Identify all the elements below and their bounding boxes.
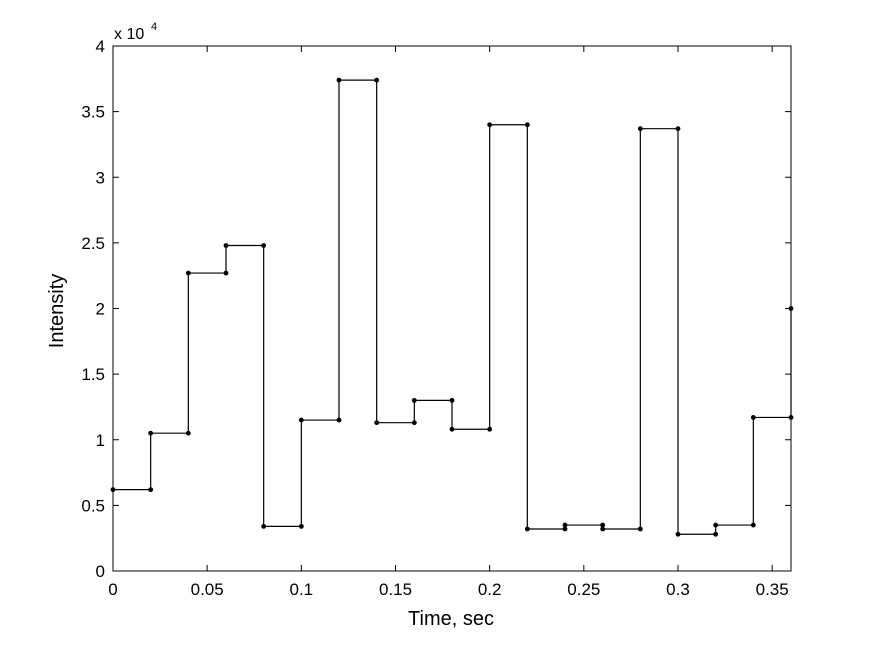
- data-point: [110, 487, 116, 493]
- y-tick-label: 0.5: [81, 496, 105, 515]
- x-tick-label: 0.1: [290, 580, 314, 599]
- data-point: [411, 420, 417, 426]
- x-tick-label: 0.35: [756, 580, 789, 599]
- data-point: [298, 523, 304, 529]
- data-point: [524, 122, 530, 128]
- data-point: [223, 270, 229, 276]
- y-axis-exponent-power: 4: [151, 21, 157, 33]
- data-point: [637, 126, 643, 132]
- data-point: [675, 531, 681, 537]
- data-point: [185, 430, 191, 436]
- data-point: [562, 526, 568, 532]
- y-tick-label: 0: [96, 562, 105, 581]
- data-point: [750, 415, 756, 420]
- y-tick-label: 2.5: [81, 234, 105, 253]
- data-point: [336, 417, 342, 423]
- y-axis-label: Intensity: [46, 274, 68, 348]
- x-tick-label: 0: [108, 580, 117, 599]
- data-point: [750, 522, 756, 528]
- x-tick-label: 0.3: [666, 580, 690, 599]
- data-point: [675, 126, 681, 132]
- x-tick-label: 0.2: [478, 580, 502, 599]
- data-point: [713, 522, 719, 528]
- x-tick-label: 0.15: [379, 580, 412, 599]
- y-tick-label: 2: [96, 300, 105, 319]
- data-point: [788, 415, 794, 420]
- y-tick-label: 4: [96, 37, 105, 56]
- data-point: [374, 77, 380, 83]
- y-tick-label: 1.5: [81, 365, 105, 384]
- data-point: [261, 523, 267, 529]
- data-point: [223, 243, 229, 248]
- data-point: [148, 487, 154, 493]
- data-point: [411, 397, 417, 403]
- data-point: [449, 397, 455, 403]
- data-point: [261, 243, 267, 248]
- data-point: [374, 420, 380, 426]
- x-tick-label: 0.25: [567, 580, 600, 599]
- data-point: [600, 522, 606, 528]
- x-axis-label: Time, sec: [408, 608, 494, 630]
- data-point: [562, 522, 568, 528]
- data-point: [524, 526, 530, 532]
- data-point: [487, 426, 493, 432]
- data-point: [449, 426, 455, 432]
- data-point: [298, 417, 304, 423]
- x-tick-label: 0.05: [191, 580, 224, 599]
- data-point: [148, 430, 154, 436]
- data-point: [185, 270, 191, 276]
- data-point: [788, 306, 794, 311]
- data-point: [713, 531, 719, 537]
- data-point: [336, 77, 342, 83]
- y-axis-exponent-label: x 10: [114, 26, 144, 43]
- data-point: [487, 122, 493, 128]
- y-tick-label: 3: [96, 168, 105, 187]
- y-tick-label: 1: [96, 431, 105, 450]
- y-tick-label: 3.5: [81, 103, 105, 122]
- x-axis-ticks: 0 0.05 0.1 0.15 0.2 0.25 0.3 0.35: [108, 46, 789, 599]
- data-point: [637, 526, 643, 532]
- data-point: [600, 526, 606, 532]
- data-series: [110, 77, 794, 537]
- y-axis-ticks: 0 0.5 1 1.5 2 2.5 3 3.5 4: [81, 37, 791, 581]
